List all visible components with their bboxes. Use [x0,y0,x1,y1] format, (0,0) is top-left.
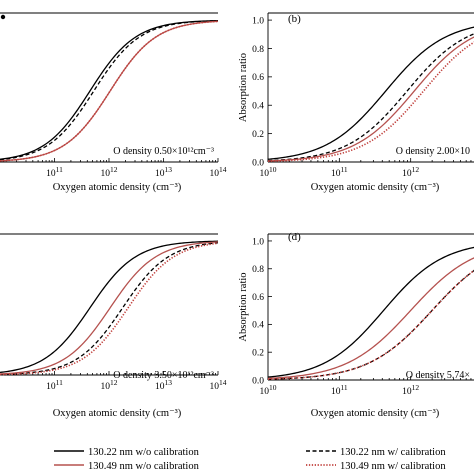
series-4-line [0,20,218,162]
legend-item: 130.49 nm w/o calibration [54,461,200,472]
y-axis-title: Absorption ratio [238,272,249,341]
x-tick-label: 1012 [402,165,419,179]
series-4-line [268,41,474,163]
density-annotation: O density 3.50×10¹²cm⁻³ [113,370,214,381]
series-2-line [0,20,218,161]
series-1-line [268,246,474,378]
legend: 130.22 nm w/o calibration 130.22 nm w/ ca… [54,447,446,472]
legend-label: 130.22 nm w/ calibration [340,447,446,458]
x-tick-label: 1012 [402,383,419,397]
panel-2: 1010 1011 1012 0.0 0.2 0.4 0.6 0.8 1.0 Absorption… [238,12,474,193]
panel-a-tag-fragment [0,14,6,20]
x-axis-title: Oxygen atomic density (cm⁻³) [311,408,440,419]
legend-label: 130.49 nm w/ calibration [340,461,446,472]
y-tick-label: 1.0 [252,237,264,247]
series-group [0,19,218,162]
legend-item: 130.22 nm w/o calibration [54,447,200,458]
y-tick-label: 0.6 [252,73,264,83]
x-tick-label: 1011 [46,378,63,392]
y-tick-label: 0.6 [252,293,264,303]
legend-item: 130.49 nm w/ calibration [306,461,446,472]
x-tick-label: 1012 [101,165,118,179]
series-4-line [268,269,474,380]
x-axis-title: Oxygen atomic density (cm⁻³) [53,408,182,419]
y-tick-label: 1.0 [252,16,264,26]
x-tick-label: 1011 [331,383,348,397]
legend-label: 130.49 nm w/o calibration [88,461,200,472]
panel-4: 10101011101210130.00.20.40.60.81.0Absorp… [238,231,474,419]
y-tick-label: 0.2 [252,348,264,358]
y-tick-label: 0.0 [252,158,264,168]
legend-item: 130.22 nm w/ calibration [306,447,446,458]
series-3-line [0,241,218,375]
y-tick-label: 0.4 [252,102,264,112]
density-annotation: O density 2.00×10 [396,146,470,157]
x-axis-title: Oxygen atomic density (cm⁻³) [53,182,182,193]
x-axis-title: Oxygen atomic density (cm⁻³) [311,182,440,193]
panel-3: 1011 1012 1013 1014 Oxygen atomic density (c… [0,233,227,419]
series-2-line [268,33,474,162]
y-tick-label: 0.8 [252,265,264,275]
series-group [268,26,474,163]
series-1-line [0,240,218,374]
panels-layer: 1011 1012 1013 1014 Oxygen atomic density (c… [0,12,474,419]
series-2-line [0,242,218,376]
x-tick-label: 1010 [260,165,277,179]
series-1-line [268,26,474,160]
x-tick-label: 1010 [260,383,277,397]
y-tick-label: 0.2 [252,130,264,140]
series-3-line [268,257,474,380]
y-tick-label: 0.8 [252,45,264,55]
density-annotation: O density 5.74× [406,370,470,381]
y-axis-title: Absorption ratio [238,53,249,122]
y-tick-label: 0.4 [252,321,264,331]
x-tick-label: 1013 [155,378,172,392]
series-group [268,246,474,380]
y-tick-label: 0.0 [252,376,264,386]
series-1-line [0,19,218,160]
x-tick-label: 1011 [331,165,348,179]
panel-1: 1011 1012 1013 1014 Oxygen atomic density (c… [0,12,227,193]
x-tick-label: 1014 [210,378,227,392]
density-annotation: O density 0.50×10¹²cm⁻³ [113,146,214,157]
panel-tag: (d) [288,231,301,243]
panel-tag: (b) [288,13,301,25]
legend-label: 130.22 nm w/o calibration [88,447,200,458]
x-tick-label: 1014 [210,165,227,179]
x-tick-label: 1011 [46,165,63,179]
series-3-line [268,36,474,162]
x-tick-label: 1012 [101,378,118,392]
series-group [0,240,218,376]
x-tick-label: 1013 [155,165,172,179]
series-3-line [0,20,218,162]
